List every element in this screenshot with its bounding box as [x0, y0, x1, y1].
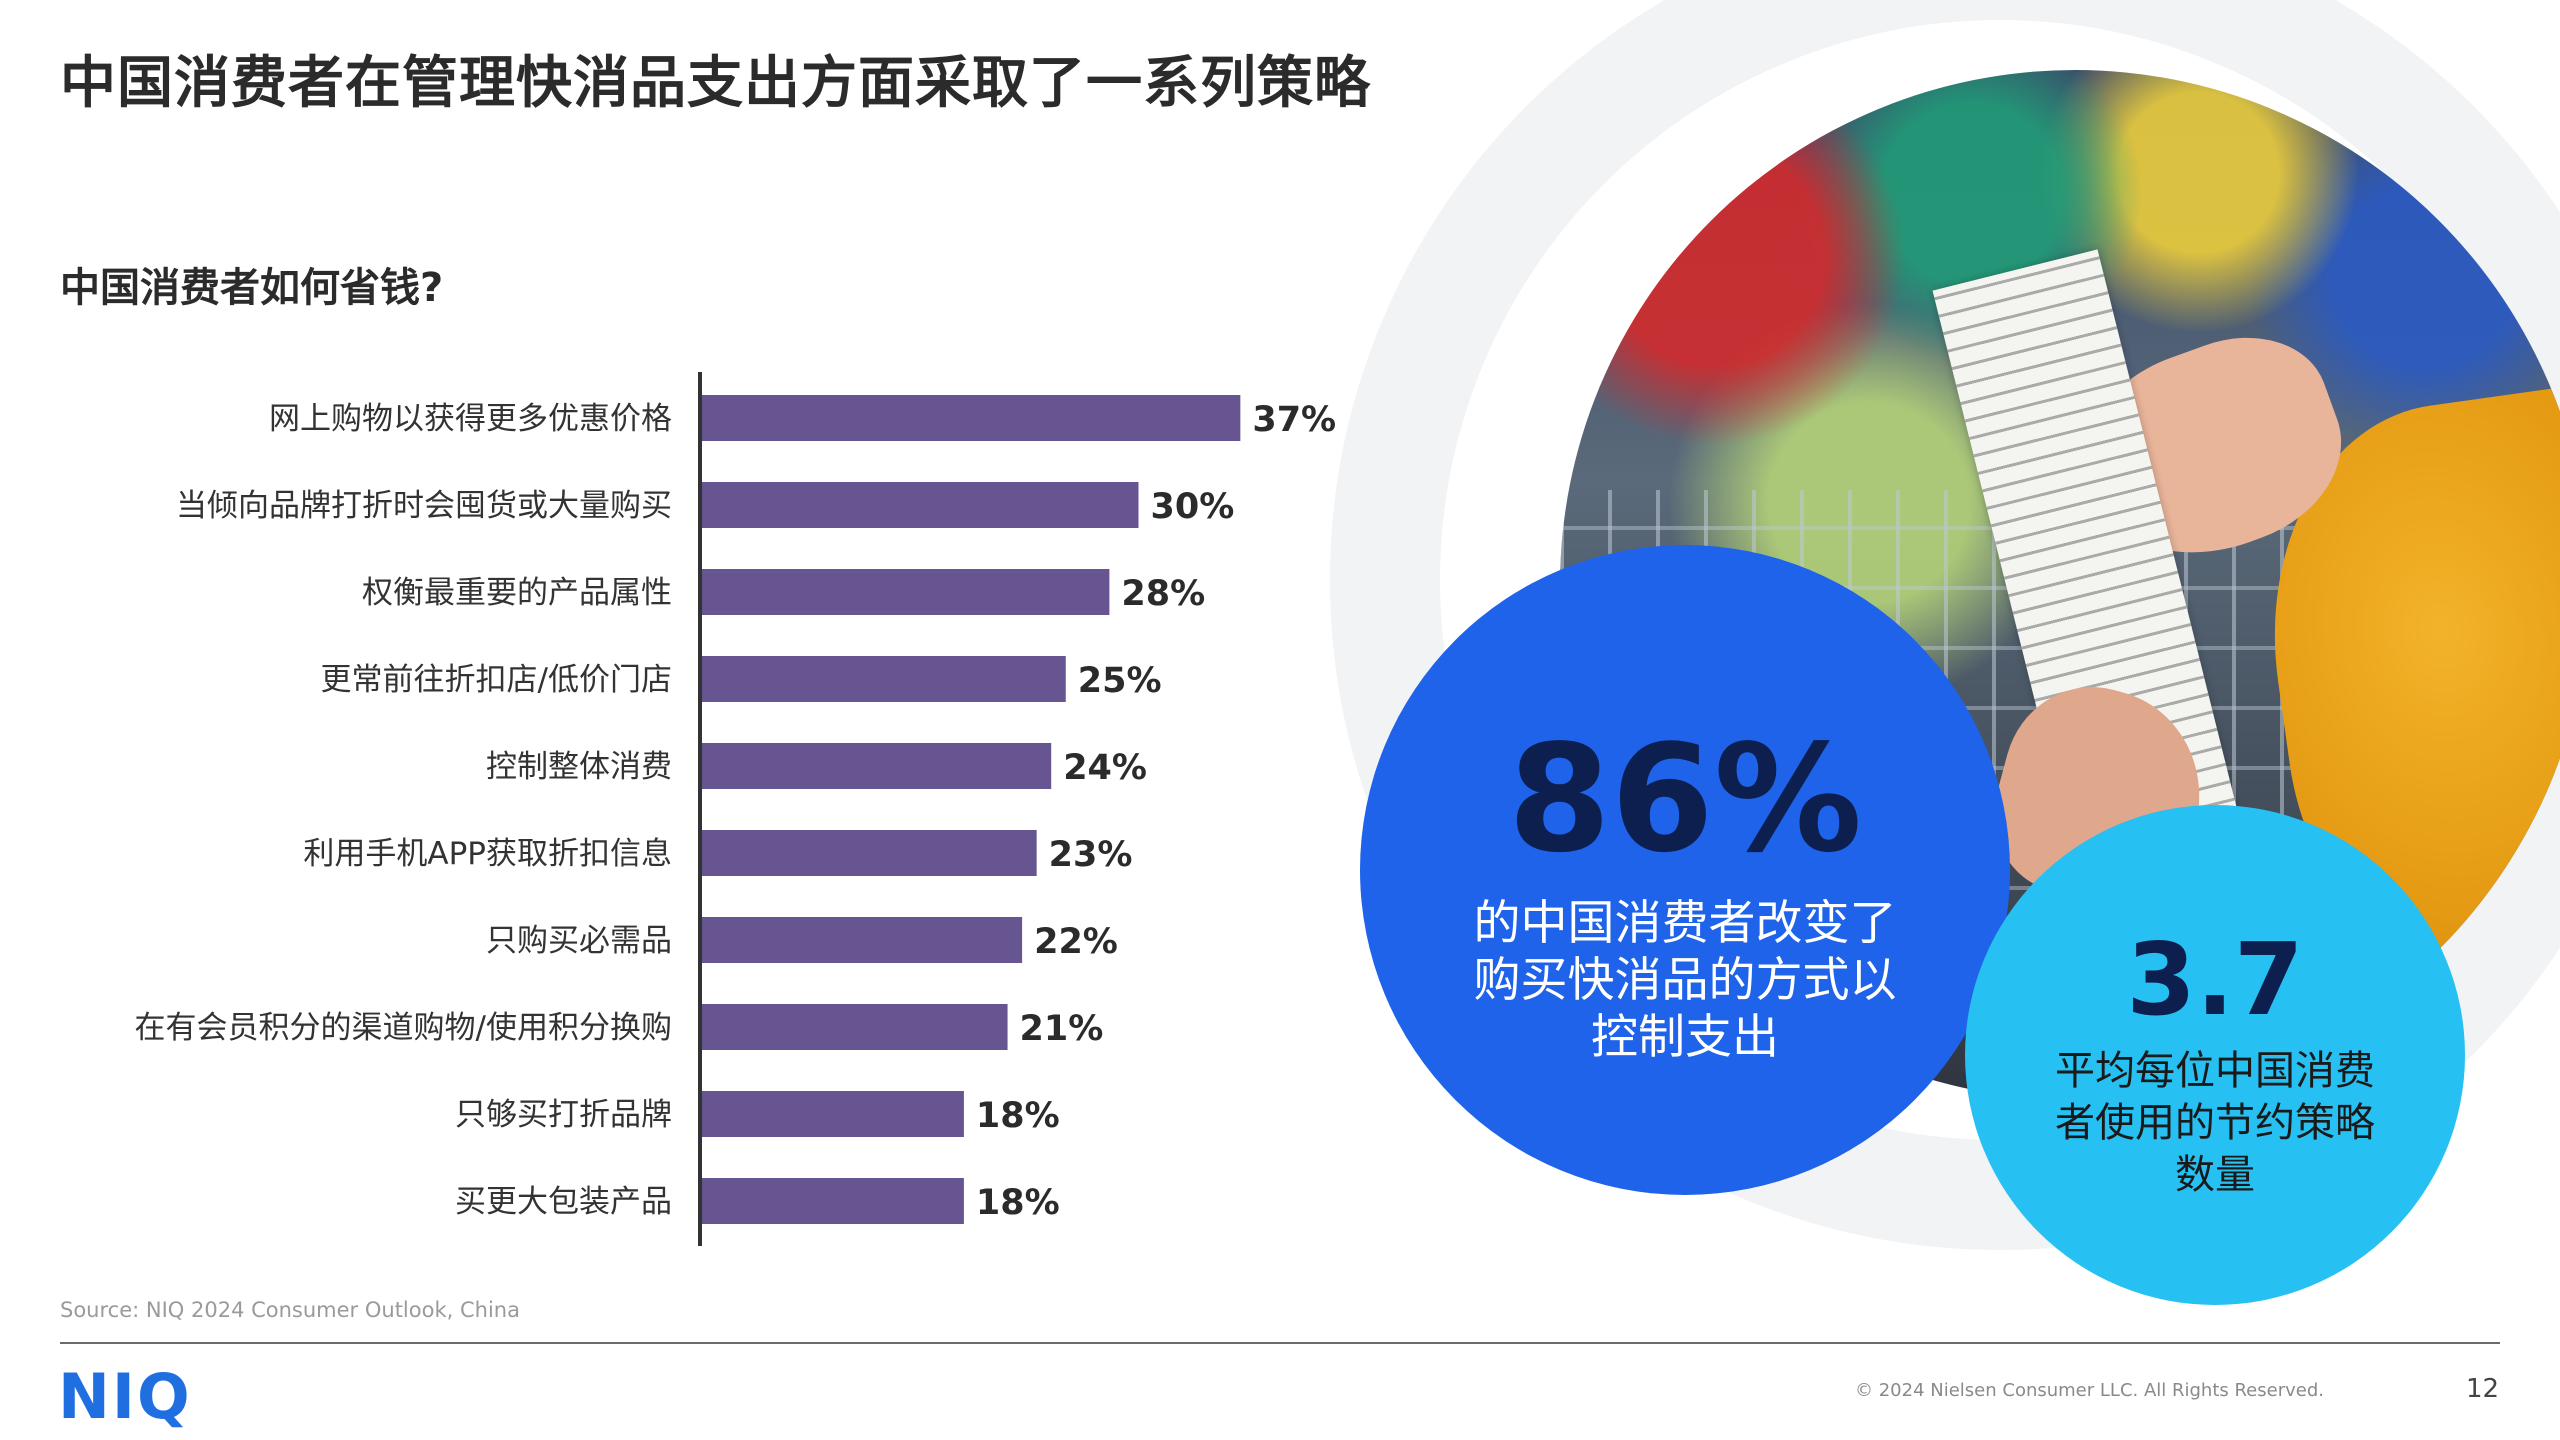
- bar: [702, 1004, 1008, 1050]
- bar: [702, 1091, 964, 1137]
- bar: [702, 569, 1110, 615]
- category-label: 权衡最重要的产品属性: [362, 575, 672, 611]
- data-label: 37%: [1252, 400, 1336, 440]
- primary-stat-value: 86%: [1507, 713, 1863, 885]
- category-label: 控制整体消费: [486, 749, 672, 785]
- data-label: 22%: [1034, 922, 1118, 962]
- bar: [702, 917, 1023, 963]
- category-label: 网上购物以获得更多优惠价格: [269, 401, 672, 437]
- bar-chart: 网上购物以获得更多优惠价格 37% 当倾向品牌打折时会囤货或大量购买 30% 权衡最重要…: [135, 372, 1336, 1246]
- bar: [702, 482, 1139, 528]
- bar: [702, 395, 1241, 441]
- category-label: 在有会员积分的渠道购物/使用积分换购: [135, 1010, 672, 1046]
- bar: [702, 743, 1052, 789]
- category-label: 利用手机APP获取折扣信息: [303, 836, 672, 872]
- data-label: 24%: [1063, 748, 1147, 788]
- page-title: 中国消费者在管理快消品支出方面采取了一系列策略: [60, 51, 1371, 116]
- page-number: 12: [2466, 1374, 2500, 1404]
- category-label: 只购买必需品: [486, 923, 672, 959]
- bar: [702, 1178, 964, 1224]
- data-label: 30%: [1151, 487, 1235, 527]
- data-label: 23%: [1049, 835, 1133, 875]
- secondary-stat-text: 平均每位中国消费者使用的节约策略数量: [2055, 1048, 2375, 1198]
- bar: [702, 656, 1066, 702]
- category-label: 当倾向品牌打折时会囤货或大量购买: [176, 488, 672, 524]
- copyright-text: © 2024 Nielsen Consumer LLC. All Rights …: [1855, 1380, 2324, 1401]
- category-label: 更常前往折扣店/低价门店: [321, 662, 672, 698]
- data-label: 18%: [976, 1096, 1060, 1136]
- data-label: 21%: [1020, 1009, 1104, 1049]
- source-note: Source: NIQ 2024 Consumer Outlook, China: [60, 1298, 520, 1322]
- primary-stat-text: 的中国消费者改变了购买快消品的方式以控制支出: [1473, 896, 1897, 1065]
- data-label: 28%: [1121, 574, 1205, 614]
- secondary-stat-circle: 3.7 平均每位中国消费者使用的节约策略数量: [1965, 805, 2465, 1305]
- niq-logo: NIQ: [58, 1360, 192, 1433]
- bar: [702, 830, 1037, 876]
- chart-title: 中国消费者如何省钱?: [60, 265, 444, 311]
- primary-stat-circle: 86% 的中国消费者改变了购买快消品的方式以控制支出: [1360, 545, 2010, 1195]
- footer-divider: [60, 1342, 2500, 1344]
- data-label: 25%: [1078, 661, 1162, 701]
- data-label: 18%: [976, 1183, 1060, 1223]
- secondary-stat-value: 3.7: [2126, 921, 2304, 1038]
- category-label: 只够买打折品牌: [455, 1097, 672, 1133]
- category-label: 买更大包装产品: [455, 1184, 672, 1220]
